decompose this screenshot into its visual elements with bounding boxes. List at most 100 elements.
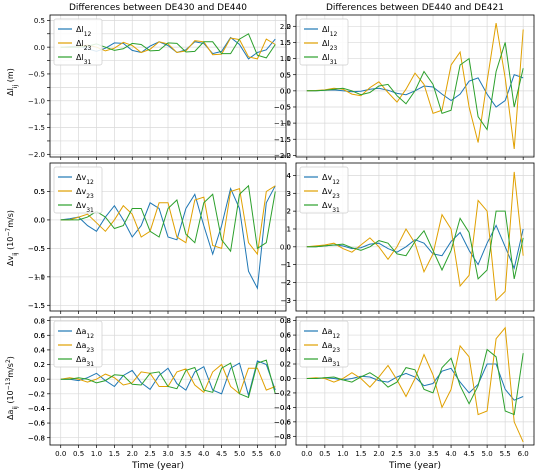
y-tick-label: 0.8 bbox=[280, 317, 291, 325]
y-tick-label: −1 bbox=[281, 120, 291, 128]
row-2-ylabel: Δaij (10−13m/s2) bbox=[5, 356, 19, 420]
y-tick-label: −2.0 bbox=[274, 152, 291, 160]
y-tick-label: 3 bbox=[287, 190, 291, 198]
y-tick-label: 0.5 bbox=[34, 17, 45, 25]
y-tick-label: −0.2 bbox=[274, 390, 291, 398]
y-tick-label: 0 bbox=[287, 243, 291, 251]
series-line-1 bbox=[60, 360, 276, 398]
y-tick-label: 0.0 bbox=[280, 87, 291, 95]
x-tick-label: 0.5 bbox=[73, 450, 84, 458]
series-line-3 bbox=[306, 348, 524, 416]
series-line-2 bbox=[306, 326, 524, 443]
x-tick-label: 6.0 bbox=[518, 450, 529, 458]
panel-title-left: Differences between DE430 and DE440 bbox=[69, 3, 247, 13]
series-line-2 bbox=[306, 23, 524, 149]
y-tick-label: −0.4 bbox=[28, 405, 46, 413]
y-tick-label: −1.5 bbox=[28, 302, 45, 310]
y-tick-label: 1.0 bbox=[280, 55, 291, 63]
y-tick-label: 0.0 bbox=[280, 375, 291, 383]
y-tick-label: 3 bbox=[287, 190, 291, 198]
y-tick-label: 2 bbox=[287, 23, 291, 31]
series-line-3 bbox=[60, 359, 276, 399]
y-tick-label: 2 bbox=[287, 208, 291, 216]
y-tick-label: 0.6 bbox=[34, 332, 46, 340]
y-tick-label: −0.5 bbox=[28, 71, 45, 79]
panel-2: −1.5−1−0.50.00.5Δv12Δv23Δv31−1.5−1.0−0.5… bbox=[28, 162, 287, 314]
y-tick-label: −1.0 bbox=[274, 120, 291, 128]
y-tick-label: −0.8 bbox=[28, 434, 45, 442]
x-tick-label: 5.0 bbox=[482, 450, 493, 458]
y-tick-label: −1.0 bbox=[28, 97, 45, 105]
y-tick-label: −0.6 bbox=[274, 418, 292, 426]
y-tick-label: 0.0 bbox=[34, 217, 45, 225]
y-tick-label: −2 bbox=[281, 152, 291, 160]
panel-5: −0.8 −0.6 −0.4 −0.2 0.0 0.2 0.4 0.6 0.8 0.0 0.5 1.0… bbox=[274, 316, 535, 458]
y-tick-label: −0.2 bbox=[274, 390, 291, 398]
y-tick-label: 0.2 bbox=[34, 361, 45, 369]
y-tick-label: 2.0 bbox=[280, 23, 291, 31]
x-tick-label: 0.0 bbox=[301, 450, 312, 458]
x-tick-label: 3.5 bbox=[180, 450, 191, 458]
y-tick-label: −1 bbox=[281, 261, 291, 269]
y-tick-label: 2 bbox=[287, 208, 291, 216]
y-tick-label: −0.6 bbox=[28, 420, 46, 428]
y-tick-label: −0.5 bbox=[274, 104, 291, 112]
legend-frame bbox=[299, 18, 349, 66]
x-tick-label: 1.5 bbox=[355, 450, 366, 458]
series-line-3 bbox=[306, 210, 524, 280]
y-tick-label: 1 bbox=[287, 226, 291, 234]
x-tick-label: 4.0 bbox=[445, 450, 456, 458]
y-tick-label: 0.4 bbox=[280, 346, 292, 354]
x-tick-label: 2.0 bbox=[373, 450, 384, 458]
y-tick-label: 1.5 bbox=[280, 39, 291, 47]
x-tick-label: 1.0 bbox=[91, 450, 102, 458]
y-tick-label: 0.4 bbox=[34, 347, 46, 355]
y-tick-label: −2.0 bbox=[28, 151, 45, 159]
series-line-2 bbox=[60, 185, 276, 256]
y-tick-label: −2 bbox=[281, 279, 291, 287]
x-tick-label: 5.0 bbox=[234, 450, 245, 458]
x-tick-label: 1.0 bbox=[337, 450, 348, 458]
y-tick-label: −0.2 bbox=[28, 390, 45, 398]
y-tick-label: 0.0 bbox=[280, 87, 291, 95]
y-tick-label: 0.0 bbox=[34, 44, 45, 52]
xlabel-left: Time (year) bbox=[131, 461, 184, 471]
y-tick-label: 1.5 bbox=[280, 39, 291, 47]
y-tick-label: 0.5 bbox=[34, 188, 45, 196]
y-tick-label: 0.6 bbox=[280, 332, 292, 340]
y-tick-label: 0.4 bbox=[34, 347, 46, 355]
legend-frame bbox=[53, 18, 103, 66]
y-tick-label: −0.5 bbox=[28, 245, 45, 253]
y-tick-label: 0.0 bbox=[34, 376, 45, 384]
y-tick-label: 0.0 bbox=[280, 375, 291, 383]
y-tick-label: 0.0 bbox=[34, 217, 45, 225]
y-tick-label: 0.8 bbox=[34, 317, 45, 325]
x-tick-label: 4.5 bbox=[464, 450, 475, 458]
x-tick-label: 5.5 bbox=[252, 450, 263, 458]
x-tick-label: 6.0 bbox=[270, 450, 281, 458]
y-tick-label: 0.8 bbox=[34, 317, 45, 325]
y-tick-label: −3 bbox=[281, 297, 291, 305]
y-tick-label: −0.8 bbox=[28, 434, 45, 442]
xlabel-right: Time (year) bbox=[388, 461, 441, 471]
y-tick-label: −1.0 bbox=[28, 273, 45, 281]
x-tick-label: 4.0 bbox=[198, 450, 209, 458]
y-tick-label: 4 bbox=[287, 172, 292, 180]
y-tick-label: 1 bbox=[287, 55, 291, 63]
y-tick-label: −1 bbox=[281, 261, 291, 269]
x-tick-label: 5.5 bbox=[500, 450, 511, 458]
y-tick-label: −1.5 bbox=[28, 302, 45, 310]
y-tick-label: −0.5 bbox=[28, 245, 45, 253]
y-tick-label: −1.5 bbox=[274, 136, 291, 144]
legend-frame bbox=[299, 166, 349, 214]
y-tick-label: 0.8 bbox=[280, 317, 291, 325]
y-tick-label: 0.2 bbox=[280, 361, 291, 369]
y-tick-label: 1 bbox=[287, 226, 291, 234]
y-tick-label: −0.4 bbox=[274, 404, 292, 412]
